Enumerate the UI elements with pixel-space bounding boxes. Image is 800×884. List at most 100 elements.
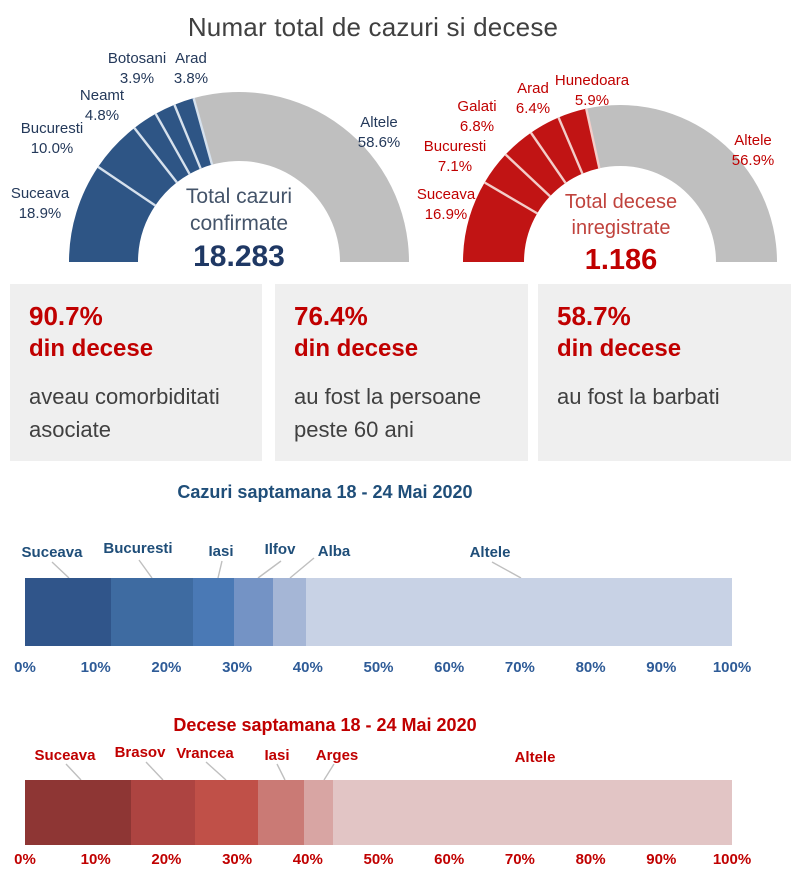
stat-box-over-60: 76.4% din decese au fost la persoane pes… bbox=[275, 284, 528, 461]
cases-center-line1: Total cazuri bbox=[185, 185, 293, 208]
cases-week-bar-segment-bucuresti bbox=[110, 578, 193, 646]
deaths-week-bar-axis-tick-60pct: 60% bbox=[434, 851, 465, 868]
deaths-donut-slice-hunedoara bbox=[558, 108, 600, 174]
cases-donut-label-botosani: Botosani 3.9% bbox=[107, 50, 167, 87]
stat-subtitle: din decese bbox=[557, 335, 682, 362]
cases-donut-label-arad: Arad 3.8% bbox=[173, 50, 209, 87]
cases-donut-slice-suceava bbox=[69, 166, 156, 262]
deaths-week-bar-label-suceava: Suceava bbox=[34, 747, 96, 764]
stat-description: au fost la persoane peste 60 ani bbox=[294, 384, 482, 442]
cases-week-bar-segment-ilfov bbox=[234, 578, 274, 646]
cases-week-bar-axis-tick-80pct: 80% bbox=[575, 659, 606, 676]
deaths-week-bar-label-altele: Altele bbox=[514, 749, 556, 766]
stat-subtitle: din decese bbox=[29, 335, 154, 362]
cases-week-bar-leader-line bbox=[217, 560, 223, 579]
deaths-week-bar-axis-tick-10pct: 10% bbox=[80, 851, 111, 868]
cases-donut-divider bbox=[97, 165, 156, 207]
cases-week-bar-leader-line bbox=[51, 561, 70, 579]
cases-week-bar-axis-tick-10pct: 10% bbox=[80, 659, 111, 676]
deaths-week-bar-leader-line bbox=[276, 763, 286, 781]
deaths-week-bar-axis-tick-90pct: 90% bbox=[646, 851, 677, 868]
cases-week-bar-axis-tick-90pct: 90% bbox=[646, 659, 677, 676]
deaths-week-bar-axis-tick-20pct: 20% bbox=[151, 851, 182, 868]
cases-week-bar-leader-line bbox=[491, 561, 522, 579]
cases-donut-label-altele: Altele 58.6% bbox=[357, 114, 401, 151]
cases-week-bar-label-altele: Altele bbox=[469, 544, 511, 561]
cases-week-bar-segment-altele bbox=[306, 578, 732, 646]
deaths-week-bar-axis-tick-100pct: 100% bbox=[712, 851, 752, 868]
deaths-week-bar-label-vrancea: Vrancea bbox=[176, 745, 234, 762]
stat-box-comorbidities: 90.7% din decese aveau comorbiditati aso… bbox=[10, 284, 262, 461]
deaths-donut-divider bbox=[529, 132, 567, 184]
deaths-center-line1: Total decese bbox=[564, 191, 678, 213]
cases-week-bar-axis-tick-0pct: 0% bbox=[14, 659, 36, 676]
deaths-week-bar-segment-arges bbox=[304, 780, 334, 845]
deaths-donut-label-arad: Arad 6.4% bbox=[515, 80, 551, 117]
cases-donut-slice-arad bbox=[174, 98, 213, 169]
cases-bar-title: Cazuri saptamana 18 - 24 Mai 2020 bbox=[177, 482, 473, 502]
stat-description: au fost la barbati bbox=[557, 384, 720, 409]
cases-donut-divider bbox=[192, 97, 214, 165]
deaths-week-bar-segment-vrancea bbox=[195, 780, 259, 845]
deaths-donut-slice-galati bbox=[505, 132, 566, 197]
cases-week-bar-leader-line bbox=[138, 559, 153, 579]
cases-week-bar-segment-suceava bbox=[25, 578, 111, 646]
deaths-donut-divider bbox=[557, 117, 584, 175]
deaths-donut-label-galati: Galati 6.8% bbox=[457, 98, 497, 135]
cases-week-bar-axis-tick-20pct: 20% bbox=[151, 659, 182, 676]
deaths-donut-label-altele: Altele 56.9% bbox=[731, 132, 775, 169]
deaths-donut-center: Total decese inregistrate 1.186 bbox=[531, 189, 711, 277]
cases-week-bar-axis-tick-50pct: 50% bbox=[363, 659, 394, 676]
cases-week-stacked-bar bbox=[25, 578, 732, 646]
deaths-donut-slice-arad bbox=[530, 117, 583, 183]
deaths-week-bar-leader-line bbox=[323, 763, 335, 781]
deaths-week-bar-axis-tick-80pct: 80% bbox=[575, 851, 606, 868]
cases-week-bar-leader-line bbox=[257, 560, 282, 579]
deaths-donut-label-bucuresti: Bucuresti 7.1% bbox=[423, 138, 487, 175]
cases-week-bar-label-suceava: Suceava bbox=[21, 544, 83, 561]
cases-donut-divider bbox=[173, 104, 202, 170]
deaths-week-bar-segment-suceava bbox=[25, 780, 132, 845]
deaths-week-bar-axis-tick-70pct: 70% bbox=[504, 851, 535, 868]
deaths-week-bar-segment-iasi bbox=[258, 780, 305, 845]
cases-center-line2: confirmate bbox=[189, 212, 289, 235]
stat-description: aveau comorbiditati asociate bbox=[29, 384, 220, 442]
cases-donut-divider bbox=[154, 113, 191, 175]
cases-total-value: 18.283 bbox=[193, 240, 285, 273]
cases-week-bar-axis-tick-40pct: 40% bbox=[292, 659, 323, 676]
cases-week-bar-axis-tick-60pct: 60% bbox=[434, 659, 465, 676]
deaths-donut-divider bbox=[585, 108, 601, 169]
cases-donut-center: Total cazuri confirmate 18.283 bbox=[149, 183, 329, 274]
deaths-week-bar-segment-brasov bbox=[131, 780, 196, 845]
deaths-donut-divider bbox=[484, 181, 538, 215]
cases-donut-slice-botosani bbox=[155, 104, 201, 174]
deaths-week-bar-axis-tick-30pct: 30% bbox=[222, 851, 253, 868]
cases-donut-label-neamt: Neamt 4.8% bbox=[79, 87, 125, 124]
cases-week-bar-axis-tick-30pct: 30% bbox=[222, 659, 253, 676]
stat-value: 90.7% bbox=[29, 301, 103, 331]
deaths-center-line2: inregistrate bbox=[571, 217, 671, 239]
deaths-week-bar-label-arges: Arges bbox=[315, 747, 359, 764]
stat-value: 76.4% bbox=[294, 301, 368, 331]
cases-week-bar-axis-tick-70pct: 70% bbox=[504, 659, 535, 676]
deaths-donut-label-hunedoara: Hunedoara 5.9% bbox=[554, 72, 630, 109]
stat-subtitle: din decese bbox=[294, 335, 419, 362]
deaths-bar-title: Decese saptamana 18 - 24 Mai 2020 bbox=[173, 715, 477, 735]
stat-box-male: 58.7% din decese au fost la barbati bbox=[538, 284, 791, 461]
deaths-week-bar-leader-line bbox=[205, 761, 227, 781]
cases-week-bar-segment-iasi bbox=[192, 578, 235, 646]
cases-week-bar-label-alba: Alba bbox=[317, 543, 351, 560]
cases-week-bar-axis-tick-100pct: 100% bbox=[712, 659, 752, 676]
cases-week-bar-segment-alba bbox=[273, 578, 307, 646]
cases-donut-label-suceava: Suceava 18.9% bbox=[10, 185, 70, 222]
deaths-week-bar-leader-line bbox=[65, 763, 82, 781]
cases-week-bar-label-bucuresti: Bucuresti bbox=[103, 540, 173, 557]
deaths-week-bar-leader-line bbox=[145, 761, 164, 781]
stat-value: 58.7% bbox=[557, 301, 631, 331]
deaths-week-bar-label-iasi: Iasi bbox=[264, 747, 290, 764]
cases-week-bar-label-iasi: Iasi bbox=[208, 543, 234, 560]
deaths-week-bar-axis-tick-0pct: 0% bbox=[14, 851, 36, 868]
deaths-week-bar-axis-tick-40pct: 40% bbox=[292, 851, 323, 868]
page-title: Numar total de cazuri si decese bbox=[187, 12, 559, 42]
